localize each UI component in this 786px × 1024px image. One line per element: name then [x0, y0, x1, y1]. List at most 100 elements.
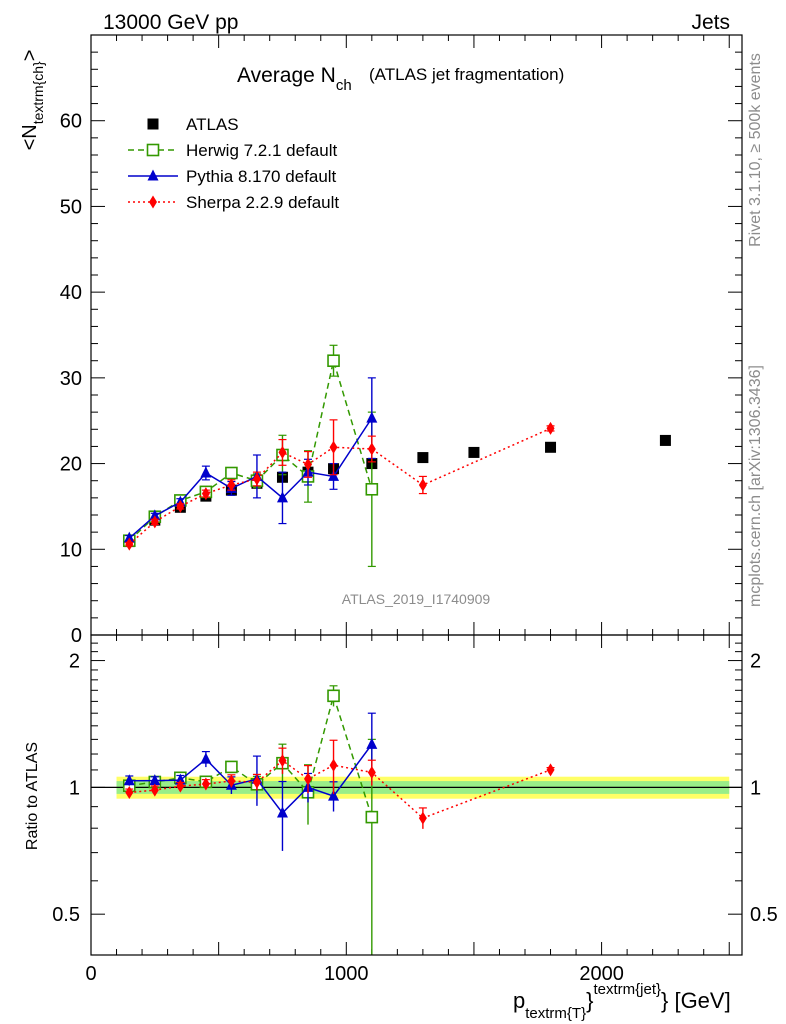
point-herwig	[225, 466, 238, 480]
ratio-uncertainty-band	[91, 776, 742, 799]
point-atlas	[545, 441, 557, 453]
ratio-point-herwig	[327, 689, 340, 703]
y-tick-label-ratio-right: 2	[750, 651, 761, 673]
point-atlas	[659, 434, 671, 446]
y-axis-label-lead: <N	[19, 124, 41, 150]
plot-title-sub: ch	[336, 77, 352, 94]
ratio-point-pythia	[149, 774, 161, 786]
x-tick-label: 1000	[324, 963, 369, 985]
point-sherpa	[304, 457, 312, 471]
y-tick-label-ratio-right: 1	[750, 777, 761, 799]
point-pythia	[366, 411, 378, 423]
point-sherpa	[227, 478, 236, 492]
x-axis-label-sup: textrm{jet}	[593, 981, 661, 998]
y-axis-label-sub: textrm{ch}	[30, 61, 46, 124]
legend-label-pythia: Pythia 8.170 default	[186, 167, 337, 186]
legend-marker-herwig	[146, 143, 160, 157]
svg-text:<Ntextrm{ch}>: <Ntextrm{ch}>	[19, 50, 46, 151]
y-axis-label-ratio: Ratio to ATLAS	[24, 742, 41, 850]
y-axis-label-main: <Ntextrm{ch}>	[19, 50, 46, 151]
ratio-point-pythia	[123, 774, 135, 786]
ratio-point-sherpa	[546, 763, 555, 777]
ratio-line-sherpa	[129, 759, 551, 819]
header-process-label: 13000 GeV pp	[103, 11, 238, 34]
x-axis-label: ptextrm{T}}textrm{jet}} [GeV]	[513, 981, 731, 1022]
point-sherpa	[367, 442, 376, 456]
legend-label-atlas: ATLAS	[186, 115, 239, 134]
ratio-point-sherpa	[176, 779, 185, 793]
point-sherpa	[546, 421, 555, 435]
legend-marker-pythia	[147, 169, 159, 181]
y-tick-label-main: 30	[60, 368, 82, 390]
ratio-plot-series	[122, 685, 555, 955]
ratio-line-herwig	[129, 693, 373, 818]
ratio-point-sherpa	[367, 765, 376, 779]
mcplots-credit-label: mcplots.cern.ch [arXiv:1306.3436]	[747, 365, 764, 607]
plot-title-main: Average N	[237, 64, 336, 87]
y-tick-label-ratio-left: 1	[69, 777, 80, 799]
point-sherpa	[329, 440, 338, 454]
axes: 0 1000 2000 0 10 20 30 40 50 60 0.5 0.5 1 1 2 2	[52, 34, 778, 985]
legend: ATLAS Herwig 7.2.1 default Pythia 8.170 de…	[128, 115, 339, 212]
y-tick-label-ratio-left: 0.5	[52, 904, 80, 926]
y-tick-label-main: 20	[60, 454, 82, 476]
ratio-point-sherpa	[418, 811, 427, 825]
point-herwig	[327, 354, 340, 368]
point-sherpa	[201, 487, 210, 501]
x-tick-label: 2000	[579, 963, 624, 985]
point-pythia	[200, 466, 212, 478]
series-line-herwig	[128, 357, 373, 542]
ratio-point-sherpa	[125, 785, 134, 799]
header-category-label: Jets	[691, 11, 730, 34]
ratio-point-herwig	[365, 810, 379, 824]
y-tick-label-main: 0	[71, 625, 82, 647]
y-tick-label-main: 10	[60, 539, 82, 561]
y-tick-label-main: 60	[60, 111, 82, 133]
y-tick-label-ratio-right: 0.5	[750, 904, 778, 926]
point-sherpa	[418, 478, 427, 492]
point-sherpa	[125, 537, 134, 551]
ratio-point-pythia	[200, 752, 212, 764]
plot-title-extra: (ATLAS jet fragmentation)	[369, 65, 564, 84]
ratio-point-pythia	[328, 789, 340, 801]
analysis-watermark: ATLAS_2019_I1740909	[342, 591, 491, 607]
point-pythia	[123, 531, 135, 543]
ratio-point-sherpa	[329, 758, 338, 772]
ratio-point-herwig	[225, 760, 238, 774]
ratio-point-sherpa	[278, 754, 287, 768]
rivet-version-label: Rivet 3.1.10, ≥ 500k events	[747, 53, 764, 247]
point-atlas	[468, 446, 480, 458]
ratio-point-pythia	[276, 806, 288, 818]
point-herwig	[365, 482, 379, 496]
point-sherpa	[278, 445, 287, 459]
x-axis-label-brace: }	[586, 988, 593, 1013]
legend-marker-atlas	[147, 118, 159, 130]
y-axis-label-tail: >	[19, 50, 41, 62]
y-tick-label-ratio-left: 2	[69, 651, 80, 673]
ratio-point-pythia	[174, 773, 186, 785]
point-pythia	[276, 491, 288, 503]
legend-label-sherpa: Sherpa 2.2.9 default	[186, 193, 339, 212]
series-line-sherpa	[128, 427, 551, 545]
series-line-pythia	[128, 417, 373, 539]
point-atlas	[417, 452, 429, 464]
legend-marker-sherpa	[149, 195, 157, 209]
legend-label-herwig: Herwig 7.2.1 default	[186, 141, 337, 160]
point-sherpa	[176, 499, 185, 513]
point-sherpa	[252, 472, 261, 486]
ratio-point-pythia	[366, 737, 378, 749]
x-tick-label: 0	[85, 963, 96, 985]
ratio-point-sherpa	[201, 777, 210, 791]
point-pythia	[328, 469, 340, 481]
ratio-point-sherpa	[304, 772, 312, 786]
ratio-plot-frame	[90, 634, 743, 956]
y-tick-label-main: 40	[60, 282, 82, 304]
point-sherpa	[150, 515, 159, 529]
ratio-point-sherpa	[150, 783, 159, 797]
y-tick-label-main: 50	[60, 196, 82, 218]
plot-title: Average Nch	[237, 64, 352, 94]
x-axis-label-unit: } [GeV]	[661, 988, 731, 1013]
ratio-point-sherpa	[252, 775, 261, 789]
x-axis-label-p: p	[513, 988, 525, 1013]
